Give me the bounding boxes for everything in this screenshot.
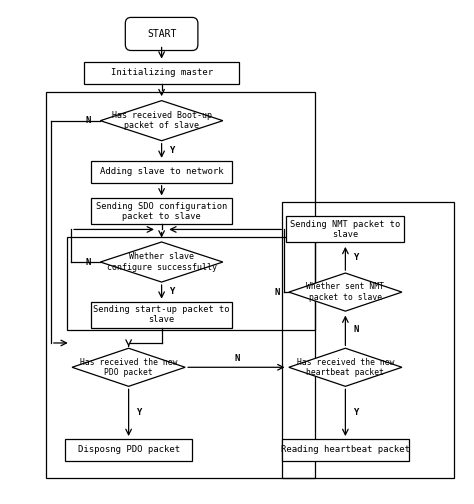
Text: N: N [86, 258, 91, 267]
FancyBboxPatch shape [282, 439, 409, 461]
Text: Y: Y [353, 408, 358, 417]
FancyBboxPatch shape [91, 301, 232, 328]
FancyBboxPatch shape [65, 439, 192, 461]
Polygon shape [100, 101, 223, 141]
Text: Whether sent NMT
packet to slave: Whether sent NMT packet to slave [306, 282, 384, 302]
Polygon shape [289, 348, 402, 387]
Text: Sending start-up packet to
slave: Sending start-up packet to slave [93, 305, 230, 325]
Text: Y: Y [137, 408, 142, 417]
Text: Adding slave to network: Adding slave to network [100, 167, 223, 176]
Text: N: N [86, 116, 91, 125]
Text: N: N [353, 325, 358, 334]
Text: Y: Y [169, 146, 174, 155]
Text: Initializing master: Initializing master [110, 68, 213, 77]
Text: Sending SDO configuration
packet to slave: Sending SDO configuration packet to slav… [96, 202, 227, 221]
Text: Y: Y [169, 287, 174, 296]
Text: Y: Y [353, 254, 358, 262]
Text: Disposng PDO packet: Disposng PDO packet [78, 446, 180, 455]
Polygon shape [100, 242, 223, 282]
Text: Whether slave
configure successfully: Whether slave configure successfully [107, 253, 217, 272]
FancyBboxPatch shape [84, 61, 239, 84]
Text: Has received Boot-up
packet of slave: Has received Boot-up packet of slave [111, 111, 211, 131]
Text: Has received the new
PDO packet: Has received the new PDO packet [80, 357, 177, 377]
FancyBboxPatch shape [286, 216, 404, 242]
Text: N: N [274, 288, 280, 296]
Polygon shape [72, 348, 185, 387]
FancyBboxPatch shape [91, 161, 232, 183]
Text: START: START [147, 29, 176, 39]
Text: Sending NMT packet to
slave: Sending NMT packet to slave [290, 220, 401, 239]
FancyBboxPatch shape [125, 18, 198, 50]
Text: Reading heartbeat packet: Reading heartbeat packet [281, 446, 410, 455]
Text: N: N [234, 354, 240, 363]
Polygon shape [289, 273, 402, 311]
Text: Has received the new
heartbeat packet: Has received the new heartbeat packet [297, 357, 394, 377]
FancyBboxPatch shape [91, 199, 232, 224]
